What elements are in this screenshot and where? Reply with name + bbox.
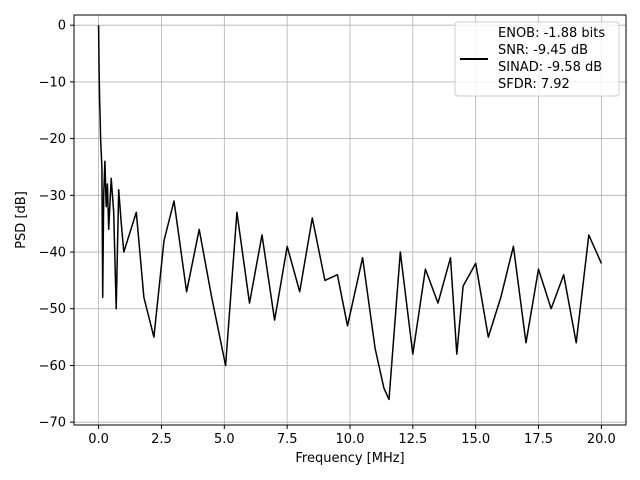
x-tick-label: 5.0 bbox=[214, 432, 235, 447]
x-tick-label: 0.0 bbox=[88, 432, 109, 447]
y-tick-label: −10 bbox=[39, 75, 66, 90]
y-tick-label: 0 bbox=[58, 19, 66, 34]
y-tick-label: −70 bbox=[39, 416, 66, 431]
legend-box bbox=[454, 21, 620, 97]
y-axis-ticks: 0 −10 −20 −30 −40 −50 −60 −70 bbox=[39, 19, 74, 431]
legend-entry-enob: ENOB: -1.88 bits bbox=[498, 26, 605, 41]
x-tick-label: 12.5 bbox=[398, 432, 427, 447]
grid-lines bbox=[74, 15, 626, 425]
legend: ENOB: -1.88 bits SNR: -9.45 dB SINAD: -9… bbox=[454, 21, 620, 97]
y-axis-label: PSD [dB] bbox=[14, 191, 29, 249]
y-tick-label: −50 bbox=[39, 302, 66, 317]
x-tick-label: 17.5 bbox=[524, 432, 553, 447]
x-tick-label: 7.5 bbox=[277, 432, 298, 447]
x-axis-label: Frequency [MHz] bbox=[295, 451, 404, 466]
legend-entry-snr: SNR: -9.45 dB bbox=[498, 43, 588, 58]
y-tick-label: −60 bbox=[39, 359, 66, 374]
legend-entry-sfdr: SFDR: 7.92 bbox=[498, 77, 570, 92]
x-tick-label: 15.0 bbox=[461, 432, 490, 447]
y-tick-label: −20 bbox=[39, 132, 66, 147]
series-group bbox=[97, 25, 603, 401]
psd-series-line bbox=[97, 25, 603, 401]
x-tick-label: 10.0 bbox=[336, 432, 365, 447]
x-tick-label: 2.5 bbox=[151, 432, 172, 447]
x-tick-label: 20.0 bbox=[587, 432, 616, 447]
y-tick-label: −30 bbox=[39, 189, 66, 204]
y-tick-label: −40 bbox=[39, 246, 66, 261]
x-axis-ticks: 0.0 2.5 5.0 7.5 10.0 12.5 15.0 17.5 20.0 bbox=[88, 425, 616, 447]
legend-entry-sinad: SINAD: -9.58 dB bbox=[498, 60, 602, 75]
